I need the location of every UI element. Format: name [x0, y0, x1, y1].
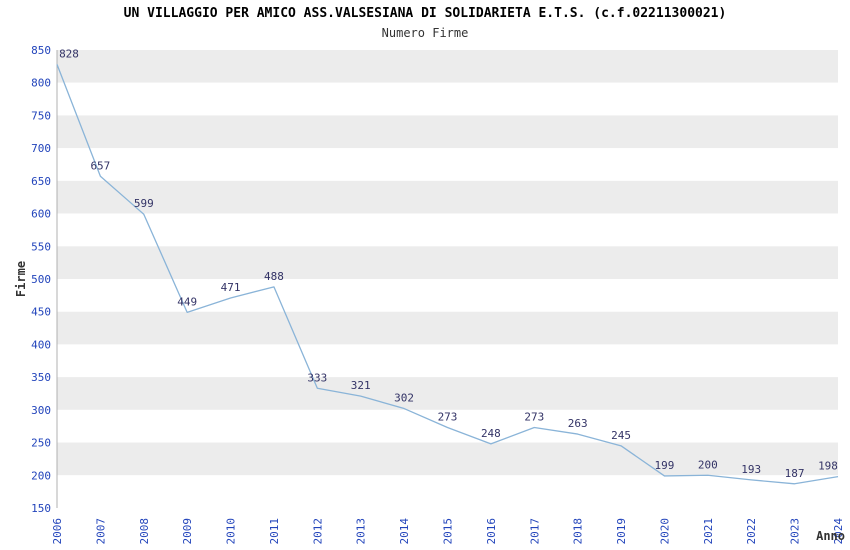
plot-band: [57, 82, 838, 116]
data-label: 198: [818, 460, 838, 473]
plot-band: [57, 115, 838, 149]
y-tick-label: 800: [31, 77, 51, 90]
x-tick-label: 2012: [311, 518, 324, 545]
data-label: 657: [90, 159, 110, 172]
y-tick-label: 400: [31, 338, 51, 351]
x-tick-label: 2008: [138, 518, 151, 545]
data-label: 599: [134, 197, 154, 210]
data-label: 199: [655, 459, 675, 472]
data-label: 263: [568, 417, 588, 430]
x-tick-label: 2015: [442, 518, 455, 545]
data-label: 488: [264, 270, 284, 283]
x-tick-label: 2022: [745, 518, 758, 545]
y-tick-label: 850: [31, 44, 51, 57]
plot-band: [57, 311, 838, 345]
plot-band: [57, 246, 838, 279]
data-line: [56, 64, 839, 485]
plot-band: [57, 344, 838, 378]
plot-band: [57, 50, 838, 83]
plot-band: [57, 180, 838, 214]
y-tick-label: 300: [31, 404, 51, 417]
data-label: 187: [785, 467, 805, 480]
x-tick-label: 2013: [355, 518, 368, 545]
y-tick-label: 150: [31, 502, 51, 515]
y-tick-label: 200: [31, 469, 51, 482]
y-tick-label: 600: [31, 208, 51, 221]
data-label: 245: [611, 429, 631, 442]
data-label: 333: [307, 371, 327, 384]
x-tick-label: 2011: [268, 518, 281, 545]
plot-band: [57, 442, 838, 476]
y-tick-label: 700: [31, 142, 51, 155]
x-tick-label: 2024: [832, 518, 845, 545]
y-tick-label: 250: [31, 437, 51, 450]
plot-band: [57, 377, 838, 410]
data-label: 828: [59, 47, 79, 60]
x-tick-label: 2021: [702, 518, 715, 545]
data-label: 193: [741, 463, 761, 476]
plot-band: [57, 475, 838, 508]
y-tick-label: 500: [31, 273, 51, 286]
plot-band: [57, 213, 838, 247]
y-tick-label: 650: [31, 175, 51, 188]
chart-title: UN VILLAGGIO PER AMICO ASS.VALSESIANA DI…: [123, 6, 727, 21]
x-tick-label: 2007: [94, 518, 107, 545]
data-label: 321: [351, 379, 371, 392]
x-tick-label: 2018: [572, 518, 585, 545]
data-label: 200: [698, 458, 718, 471]
data-label: 273: [438, 411, 458, 424]
y-tick-label: 550: [31, 240, 51, 253]
x-tick-label: 2014: [398, 518, 411, 545]
x-tick-label: 2006: [51, 518, 64, 545]
x-tick-label: 2017: [528, 518, 541, 545]
data-label: 449: [177, 295, 197, 308]
y-tick-label: 750: [31, 109, 51, 122]
x-tick-label: 2009: [181, 518, 194, 545]
x-axis-title: Anno: [816, 529, 845, 543]
plot-band: [57, 279, 838, 312]
x-tick-label: 2010: [225, 518, 238, 545]
data-label: 273: [524, 411, 544, 424]
y-tick-label: 350: [31, 371, 51, 384]
data-label: 248: [481, 427, 501, 440]
chart-subtitle: Numero Firme: [381, 26, 469, 40]
y-axis-title: Firme: [14, 261, 28, 297]
data-label: 302: [394, 392, 414, 405]
data-label: 471: [221, 281, 241, 294]
y-tick-label: 450: [31, 306, 51, 319]
plot-band: [57, 409, 838, 443]
x-tick-label: 2023: [789, 518, 802, 545]
x-tick-label: 2019: [615, 518, 628, 545]
plot-band: [57, 148, 838, 181]
x-tick-label: 2016: [485, 518, 498, 545]
x-tick-label: 2020: [658, 518, 671, 545]
